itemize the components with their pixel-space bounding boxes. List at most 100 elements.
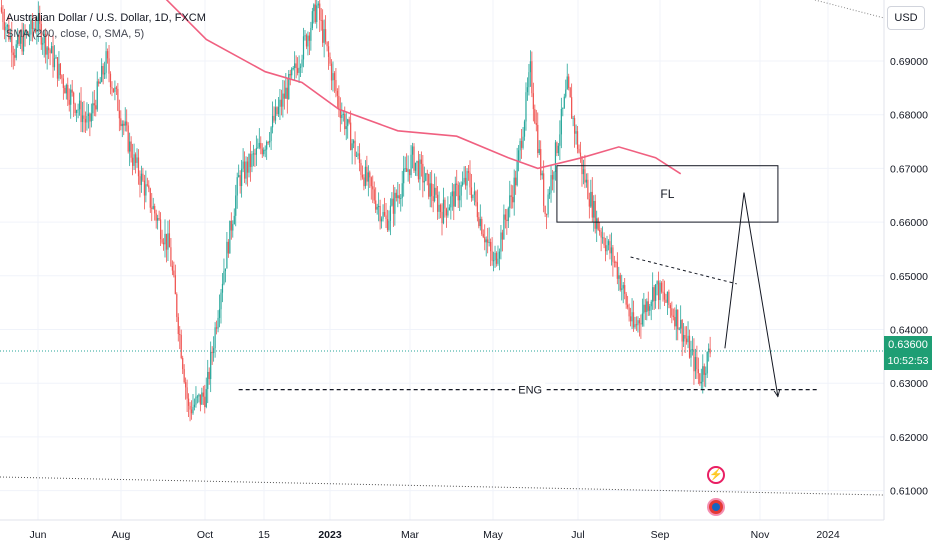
candle-body: [307, 35, 309, 47]
candle-body: [500, 232, 502, 252]
candle-body: [613, 261, 615, 263]
candle-body: [292, 67, 294, 69]
candle-body: [277, 106, 280, 115]
candle-body: [204, 396, 206, 407]
candle-body: [403, 168, 405, 184]
candle-body: [202, 392, 204, 397]
candle-body: [316, 5, 318, 23]
candle-body: [183, 369, 185, 383]
candle-body: [61, 75, 63, 79]
candle-body: [161, 239, 163, 243]
candle-body: [177, 317, 179, 335]
candle-body: [576, 131, 579, 149]
candle-body: [543, 173, 545, 206]
candle-body: [151, 207, 153, 209]
candle-body: [229, 220, 231, 254]
candle-body: [525, 92, 527, 122]
time-tick-label: Sep: [651, 529, 670, 541]
candle-body: [579, 152, 582, 157]
candle-body: [672, 315, 674, 317]
candle-body: [84, 118, 87, 123]
candle-body: [406, 168, 408, 172]
candle-body: [254, 153, 256, 155]
candle-body: [288, 74, 290, 99]
candle-body: [220, 292, 222, 310]
candle-body: [426, 173, 428, 175]
candlesticks[interactable]: [0, 0, 711, 422]
candle-body: [431, 183, 433, 197]
candle-body: [210, 351, 212, 380]
dashed-resistance-trendline[interactable]: [630, 256, 737, 285]
candle-body: [108, 58, 110, 74]
candle-body: [678, 328, 680, 330]
candle-body: [43, 33, 45, 44]
candle-body: [575, 131, 577, 134]
candle-body: [260, 142, 262, 149]
candle-body: [666, 291, 669, 303]
candle-body: [31, 19, 34, 29]
candle-body: [145, 184, 147, 196]
candle-body: [297, 68, 299, 73]
candle-body: [195, 396, 197, 405]
candle-body: [218, 309, 221, 318]
candle-body: [208, 371, 210, 380]
candle-body: [65, 84, 67, 94]
candle-body: [266, 141, 268, 150]
candle-body: [120, 118, 122, 127]
candle-body: [149, 188, 151, 208]
candle-body: [685, 338, 688, 343]
candle-body: [369, 172, 371, 178]
candle-body: [509, 195, 511, 209]
candle-body: [706, 351, 708, 374]
candle-body: [112, 88, 115, 92]
drawing-overlays[interactable]: FL ENG: [0, 165, 884, 397]
indicator-label[interactable]: SMA (200, close, 0, SMA, 5): [6, 28, 145, 40]
currency-button[interactable]: USD: [887, 6, 925, 30]
candle-body: [126, 121, 128, 126]
candle-body: [238, 175, 240, 178]
candle-body: [652, 287, 654, 302]
candle-body: [494, 252, 496, 261]
candle-body: [526, 87, 529, 93]
candle-body: [24, 30, 26, 36]
projection-path[interactable]: [724, 192, 778, 397]
candle-body: [454, 183, 456, 207]
candle-body: [59, 63, 62, 76]
candle-body: [270, 127, 272, 141]
candle-body: [99, 81, 101, 84]
candle-body: [475, 191, 477, 203]
candle-body: [246, 161, 249, 173]
candle-body: [146, 184, 148, 186]
candle-body: [249, 153, 252, 167]
candle-body: [351, 143, 353, 151]
candle-body: [400, 197, 402, 199]
symbol-title[interactable]: Australian Dollar / U.S. Dollar, 1D, FXC…: [6, 12, 206, 24]
candle-body: [273, 115, 275, 121]
candle-body: [335, 80, 337, 91]
candle-body: [46, 47, 48, 55]
sma-200-polyline[interactable]: [147, 0, 682, 175]
candle-body: [456, 183, 458, 185]
candle-body: [68, 99, 70, 105]
candle-body: [548, 192, 551, 195]
sma-200-line[interactable]: [147, 0, 682, 175]
candle-body: [115, 87, 117, 89]
candle-body: [432, 196, 434, 202]
candle-body: [162, 242, 165, 245]
candle-body: [434, 187, 436, 202]
candle-body: [136, 157, 138, 163]
candle-body: [414, 162, 417, 171]
economic-event-flag-icon[interactable]: [707, 498, 725, 516]
candle-body: [479, 219, 481, 227]
candle-body: [96, 81, 98, 110]
candle-body: [646, 301, 648, 313]
candle-body: [180, 334, 182, 359]
fl-zone-rectangle[interactable]: [556, 165, 779, 223]
candle-body: [519, 141, 521, 151]
candle-body: [341, 114, 343, 118]
candle-body: [383, 212, 386, 216]
lightning-event-icon[interactable]: ⚡: [707, 466, 725, 484]
candle-body: [687, 335, 689, 343]
